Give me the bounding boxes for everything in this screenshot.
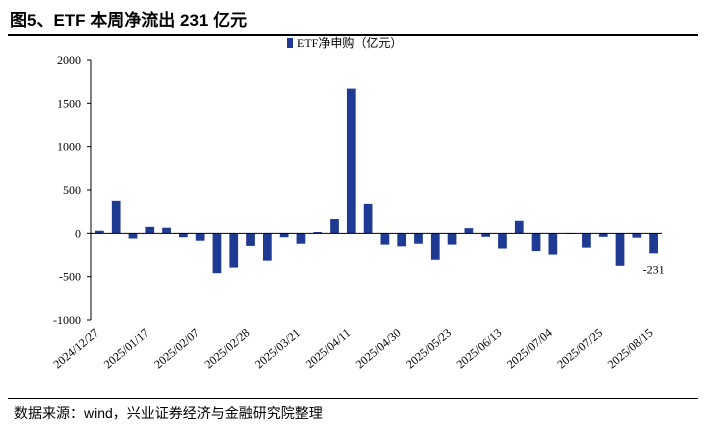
bar xyxy=(229,233,239,268)
x-tick-label: 2025/08/15 xyxy=(605,326,656,372)
bar xyxy=(615,233,625,266)
y-tick-label: 0 xyxy=(75,226,81,240)
x-tick-label: 2025/05/23 xyxy=(403,326,454,372)
legend-label: ETF净申购（亿元） xyxy=(297,35,402,50)
bar xyxy=(414,233,423,244)
bar xyxy=(548,233,558,255)
chart-title: 图5、ETF 本周净流出 231 亿元 xyxy=(10,11,248,30)
bar xyxy=(632,233,642,238)
x-tick-label: 2025/02/28 xyxy=(202,326,253,372)
bar xyxy=(447,233,457,245)
bar xyxy=(397,233,407,247)
x-tick-label: 2025/04/11 xyxy=(303,326,354,372)
bar xyxy=(296,233,306,244)
source-note: 数据来源：wind，兴业证券经济与金融研究院整理 xyxy=(14,405,323,421)
bar xyxy=(111,200,121,234)
x-tick-label: 2024/12/27 xyxy=(50,326,101,372)
y-tick-label: 500 xyxy=(63,183,81,197)
bar xyxy=(430,233,440,260)
bar xyxy=(514,220,524,234)
bar xyxy=(313,232,323,234)
bar xyxy=(346,88,356,234)
bar xyxy=(330,219,339,234)
bar xyxy=(279,233,289,238)
bar xyxy=(363,203,373,234)
bar xyxy=(464,228,474,234)
bar xyxy=(598,233,608,237)
x-tick-label: 2025/04/30 xyxy=(353,326,404,372)
x-tick-label: 2025/01/17 xyxy=(101,326,152,372)
x-tick-label: 2025/06/13 xyxy=(454,326,505,372)
bar xyxy=(162,227,171,234)
x-tick-label: 2025/07/25 xyxy=(554,326,605,372)
title-rule xyxy=(8,34,698,36)
x-tick-label: 2025/03/21 xyxy=(252,326,303,372)
footer-rule xyxy=(8,398,698,399)
bar xyxy=(582,233,591,248)
bar xyxy=(145,226,155,234)
legend-swatch xyxy=(287,38,293,48)
bar xyxy=(246,233,255,246)
x-tick-label: 2025/02/07 xyxy=(151,326,202,372)
bar xyxy=(380,233,390,245)
y-tick-label: 1000 xyxy=(57,140,81,154)
bar xyxy=(179,233,188,238)
y-tick-label: 2000 xyxy=(57,53,81,67)
bar xyxy=(128,233,138,239)
bar xyxy=(531,233,541,252)
bar xyxy=(649,233,658,254)
x-tick-label: 2025/07/04 xyxy=(504,326,555,372)
data-label: -231 xyxy=(643,262,665,276)
bar xyxy=(498,233,507,249)
bar xyxy=(95,230,104,234)
bar xyxy=(262,233,272,261)
bar xyxy=(195,233,205,241)
y-tick-label: -500 xyxy=(59,270,81,284)
bar xyxy=(212,233,222,274)
y-tick-label: 1500 xyxy=(57,96,81,110)
bar xyxy=(481,233,491,237)
y-tick-label: -1000 xyxy=(53,313,81,327)
